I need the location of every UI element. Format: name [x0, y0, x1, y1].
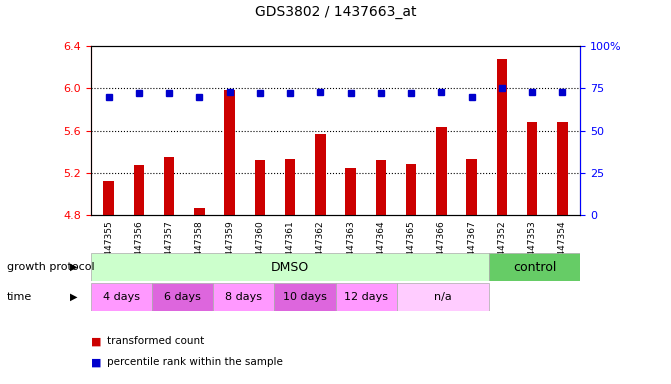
Text: GSM447361: GSM447361 [286, 220, 295, 275]
Text: GSM447353: GSM447353 [527, 220, 537, 275]
Text: GSM447356: GSM447356 [134, 220, 144, 275]
Text: GSM447359: GSM447359 [225, 220, 234, 275]
Bar [466, 159, 477, 215]
Text: ▶: ▶ [70, 292, 77, 302]
Text: ▶: ▶ [70, 262, 77, 272]
Bar [194, 208, 205, 215]
Text: GSM447357: GSM447357 [164, 220, 174, 275]
Text: growth protocol: growth protocol [7, 262, 95, 272]
Bar [436, 127, 447, 215]
Text: GSM447358: GSM447358 [195, 220, 204, 275]
Text: percentile rank within the sample: percentile rank within the sample [107, 358, 283, 367]
Bar [213, 283, 274, 311]
Bar [274, 283, 336, 311]
Bar [91, 283, 152, 311]
Text: n/a: n/a [433, 292, 452, 302]
Bar [557, 122, 568, 215]
Text: 12 days: 12 days [344, 292, 388, 302]
Text: control: control [513, 261, 556, 274]
Text: GSM447354: GSM447354 [558, 220, 567, 275]
Text: DMSO: DMSO [270, 261, 309, 274]
Text: GSM447366: GSM447366 [437, 220, 446, 275]
Text: GSM447363: GSM447363 [346, 220, 355, 275]
Bar [346, 167, 356, 215]
Bar [91, 253, 488, 281]
Text: 10 days: 10 days [283, 292, 327, 302]
Bar [103, 181, 114, 215]
Bar [376, 160, 386, 215]
Text: GDS3802 / 1437663_at: GDS3802 / 1437663_at [255, 5, 416, 19]
Text: 8 days: 8 days [225, 292, 262, 302]
Bar [336, 283, 397, 311]
Bar [164, 157, 174, 215]
Bar [497, 59, 507, 215]
Bar [134, 166, 144, 215]
Text: GSM447362: GSM447362 [316, 220, 325, 275]
Bar [315, 134, 325, 215]
Text: GSM447364: GSM447364 [376, 220, 385, 275]
Bar [488, 253, 580, 281]
Text: GSM447367: GSM447367 [467, 220, 476, 275]
Text: GSM447365: GSM447365 [407, 220, 415, 275]
Text: 6 days: 6 days [164, 292, 201, 302]
Text: 4 days: 4 days [103, 292, 140, 302]
Text: GSM447360: GSM447360 [256, 220, 264, 275]
Bar [285, 159, 295, 215]
Bar [224, 91, 235, 215]
Bar [527, 122, 537, 215]
Text: transformed count: transformed count [107, 336, 205, 346]
Bar [406, 164, 417, 215]
Text: ■: ■ [91, 336, 101, 346]
Bar [397, 283, 488, 311]
Text: GSM447352: GSM447352 [497, 220, 507, 275]
Bar [254, 160, 265, 215]
Bar [152, 283, 213, 311]
Text: time: time [7, 292, 32, 302]
Text: GSM447355: GSM447355 [104, 220, 113, 275]
Text: ■: ■ [91, 358, 101, 367]
